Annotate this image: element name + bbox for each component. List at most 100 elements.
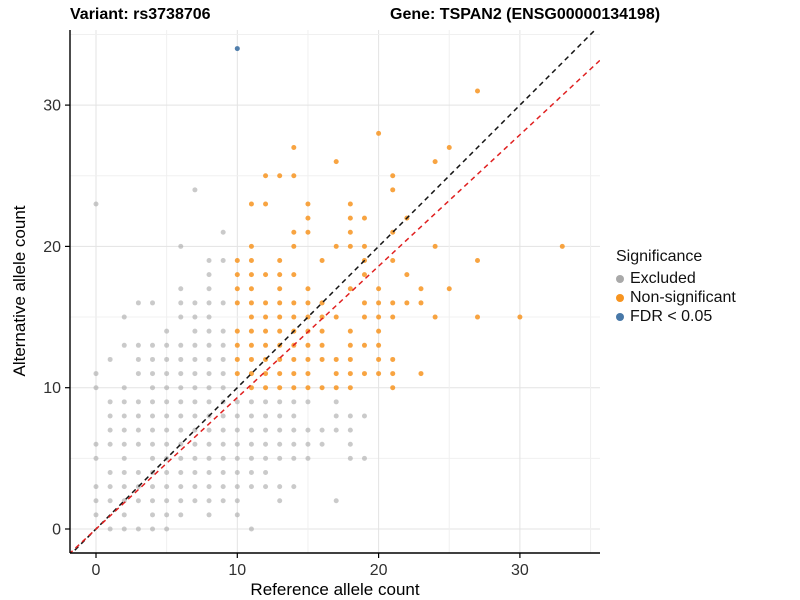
point-excluded: [206, 371, 212, 377]
point-excluded: [291, 413, 297, 419]
point-excluded: [291, 399, 297, 405]
point-non-significant: [347, 342, 353, 348]
point-excluded: [347, 441, 353, 447]
point-excluded: [93, 455, 99, 461]
point-non-significant: [475, 314, 481, 320]
point-excluded: [206, 272, 212, 278]
point-excluded: [107, 427, 113, 433]
point-non-significant: [319, 328, 325, 334]
point-non-significant: [234, 272, 240, 278]
point-non-significant: [263, 328, 269, 334]
point-non-significant: [263, 272, 269, 278]
point-non-significant: [333, 243, 339, 249]
point-non-significant: [263, 314, 269, 320]
point-excluded: [361, 455, 367, 461]
point-non-significant: [390, 300, 396, 306]
point-non-significant: [333, 371, 339, 377]
point-non-significant: [361, 243, 367, 249]
point-excluded: [150, 498, 156, 504]
point-non-significant: [559, 243, 565, 249]
point-excluded: [121, 399, 127, 405]
point-excluded: [206, 469, 212, 475]
point-excluded: [121, 413, 127, 419]
point-non-significant: [263, 342, 269, 348]
point-excluded: [277, 427, 283, 433]
point-excluded: [164, 427, 170, 433]
point-non-significant: [347, 371, 353, 377]
point-excluded: [192, 484, 198, 490]
point-non-significant: [234, 371, 240, 377]
point-excluded: [164, 342, 170, 348]
point-excluded: [220, 441, 226, 447]
point-excluded: [164, 469, 170, 475]
point-non-significant: [319, 342, 325, 348]
point-excluded: [248, 399, 254, 405]
point-excluded: [192, 413, 198, 419]
point-excluded: [206, 399, 212, 405]
point-non-significant: [418, 286, 424, 292]
point-non-significant: [418, 371, 424, 377]
point-non-significant: [248, 300, 254, 306]
point-non-significant: [291, 314, 297, 320]
point-excluded: [192, 469, 198, 475]
point-fdr-0-05: [234, 46, 240, 52]
x-tick-label-10: 10: [228, 562, 246, 579]
point-non-significant: [333, 314, 339, 320]
point-non-significant: [277, 286, 283, 292]
point-non-significant: [291, 173, 297, 179]
point-excluded: [178, 385, 184, 391]
point-non-significant: [432, 314, 438, 320]
point-non-significant: [361, 342, 367, 348]
point-excluded: [121, 427, 127, 433]
point-non-significant: [319, 385, 325, 391]
point-non-significant: [376, 130, 382, 136]
point-non-significant: [277, 356, 283, 362]
point-excluded: [305, 399, 311, 405]
point-non-significant: [347, 356, 353, 362]
point-excluded: [291, 441, 297, 447]
point-non-significant: [291, 272, 297, 278]
point-excluded: [333, 399, 339, 405]
point-excluded: [206, 385, 212, 391]
point-excluded: [178, 342, 184, 348]
point-non-significant: [291, 229, 297, 235]
point-non-significant: [376, 371, 382, 377]
point-non-significant: [305, 286, 311, 292]
point-excluded: [178, 512, 184, 518]
point-non-significant: [248, 328, 254, 334]
point-non-significant: [347, 229, 353, 235]
point-excluded: [234, 498, 240, 504]
point-excluded: [277, 484, 283, 490]
point-excluded: [277, 399, 283, 405]
point-excluded: [150, 427, 156, 433]
point-excluded: [107, 399, 113, 405]
point-excluded: [93, 512, 99, 518]
point-non-significant: [277, 272, 283, 278]
point-non-significant: [333, 356, 339, 362]
point-excluded: [135, 300, 141, 306]
point-excluded: [121, 484, 127, 490]
point-excluded: [164, 526, 170, 532]
point-excluded: [319, 427, 325, 433]
point-excluded: [178, 455, 184, 461]
point-excluded: [164, 328, 170, 334]
point-non-significant: [347, 328, 353, 334]
point-non-significant: [291, 300, 297, 306]
legend-label-excluded: Excluded: [630, 270, 696, 287]
point-non-significant: [234, 286, 240, 292]
point-excluded: [333, 427, 339, 433]
point-excluded: [192, 455, 198, 461]
point-non-significant: [361, 215, 367, 221]
point-excluded: [206, 512, 212, 518]
point-non-significant: [390, 173, 396, 179]
point-non-significant: [404, 272, 410, 278]
point-non-significant: [305, 356, 311, 362]
point-excluded: [333, 413, 339, 419]
point-excluded: [178, 243, 184, 249]
legend-key-dot-fdr-0-05: [616, 312, 624, 321]
point-non-significant: [446, 144, 452, 150]
point-excluded: [121, 455, 127, 461]
point-excluded: [220, 469, 226, 475]
x-axis-title: Reference allele count: [250, 580, 420, 599]
